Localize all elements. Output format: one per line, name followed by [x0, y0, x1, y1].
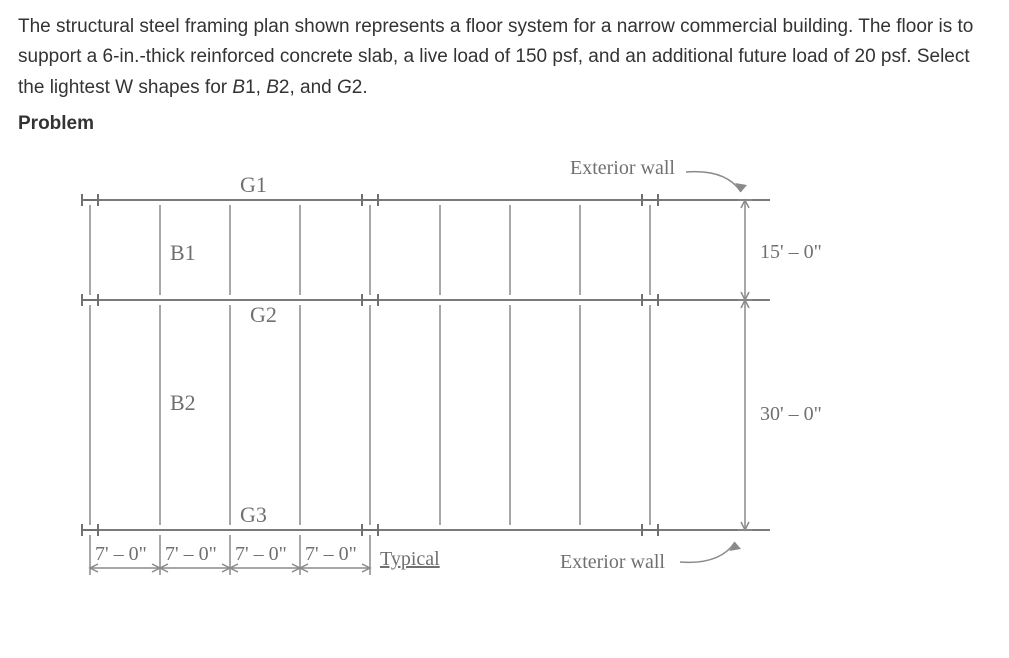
dim-bay-3: 7' – 0": [235, 543, 287, 565]
label-b1: B1: [170, 240, 196, 265]
col-mark-ml: [82, 294, 98, 306]
col-mark-tm: [362, 194, 378, 206]
problem-heading: Problem: [18, 109, 991, 139]
label-g3: G3: [240, 502, 267, 527]
col-mark-tl: [82, 194, 98, 206]
col-mark-bl: [82, 524, 98, 536]
col-mark-tr: [642, 194, 658, 206]
label-b2: B2: [170, 390, 196, 415]
label-exterior-bottom: Exterior wall: [560, 551, 665, 573]
dim-right: [738, 200, 752, 530]
problem-statement: The structural steel framing plan shown …: [0, 0, 1009, 140]
leader-bottom: [680, 542, 735, 562]
dim-bay-4: 7' – 0": [305, 543, 357, 565]
dim-30ft: 30' – 0": [760, 403, 822, 425]
g2-label: G: [337, 77, 352, 98]
framing-svg: G1 G2 G3 B1 B2 Exterior wall Exterior wa…: [70, 150, 890, 590]
label-g2: G2: [250, 302, 277, 327]
b2-label: B: [266, 77, 279, 98]
problem-body: The structural steel framing plan shown …: [18, 16, 973, 98]
g2-num: 2.: [352, 77, 368, 98]
label-g1: G1: [240, 172, 267, 197]
b1-num: 1,: [245, 77, 266, 98]
label-typical: Typical: [380, 548, 440, 570]
leader-top: [686, 171, 741, 191]
col-mark-bm: [362, 524, 378, 536]
label-exterior-top: Exterior wall: [570, 157, 675, 179]
dim-15ft: 15' – 0": [760, 241, 822, 263]
joists-bottom: [90, 305, 650, 525]
dim-bay-2: 7' – 0": [165, 543, 217, 565]
col-mark-mr: [642, 294, 658, 306]
b2-num: 2, and: [279, 77, 337, 98]
dim-bay-1: 7' – 0": [95, 543, 147, 565]
col-mark-br: [642, 524, 658, 536]
problem-heading-text: Problem: [18, 113, 94, 134]
b1-label: B: [232, 77, 245, 98]
framing-plan-figure: G1 G2 G3 B1 B2 Exterior wall Exterior wa…: [70, 150, 1009, 590]
col-mark-mm: [362, 294, 378, 306]
problem-text: The structural steel framing plan shown …: [18, 12, 991, 103]
